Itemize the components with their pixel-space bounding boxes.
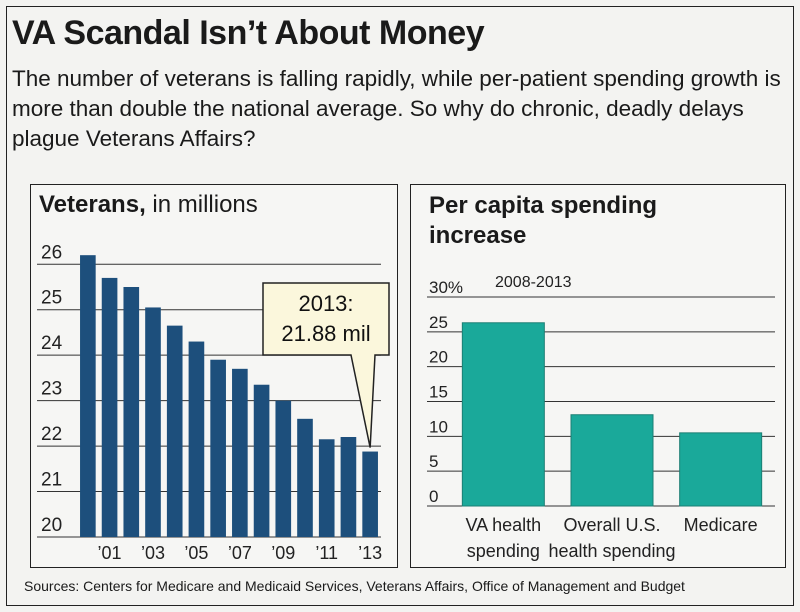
veterans-chart-title-bold: Veterans, [39,191,146,218]
spending-bar [461,322,545,507]
veterans-chart-title: Veterans, in millions [39,191,258,219]
spending-chart-title: Per capita spending increase [429,191,657,251]
veterans-bar [297,418,313,537]
y-tick-label: 24 [41,333,63,354]
veterans-bar [340,437,357,537]
x-tick-label: ’05 [184,543,208,563]
x-tick-label: ’01 [98,543,122,563]
x-category-label: health spending [548,541,675,561]
x-tick-label: ’13 [358,543,382,563]
veterans-bar [101,277,118,537]
x-category-label: Overall U.S. [563,515,660,535]
y-tick-label: 25 [429,313,448,332]
page-title: VA Scandal Isn’t About Money [12,14,485,52]
x-tick-label: ’11 [315,543,338,563]
veterans-chart-title-rest: in millions [145,191,258,218]
veterans-bar-chart: 20 21 22 23 24 25 26 ’01 ’03 ’05 ’07 ’09 ’11 ’13 2013:… [37,242,390,563]
callout-value: 21.88 mil [281,321,370,346]
veterans-bar [275,400,292,537]
x-category-label: Medicare [684,515,758,535]
veterans-bar [80,255,96,537]
veterans-bar [253,384,270,537]
veterans-bar [145,307,161,537]
spending-bar-chart: 2008-2013 0 5 10 15 20 25 30% VA health spending O… [427,274,775,561]
callout-year: 2013: [298,291,353,316]
veterans-bar [166,325,183,537]
y-tick-label: 23 [41,379,62,400]
x-tick-label: ’07 [228,543,252,563]
y-tick-label: 30% [429,278,463,297]
y-tick-label: 20 [429,348,448,367]
veterans-bar [362,451,378,537]
spending-chart-title-line2: increase [429,222,527,249]
spending-chart-panel: Per capita spending increase 2008-2013 0 5… [410,184,786,568]
veterans-chart-panel: Veterans, in millions 20 21 22 23 24 25 26 ’01 ’… [30,184,398,568]
spending-bar [570,414,654,507]
veterans-bar [123,287,140,537]
y-tick-label: 0 [429,487,438,506]
y-tick-label: 10 [429,417,448,436]
x-category-label: spending [467,541,540,561]
y-tick-label: 21 [41,470,62,491]
source-note: Sources: Centers for Medicare and Medica… [24,578,685,594]
y-tick-label: 25 [41,288,62,309]
y-tick-label: 26 [41,242,62,263]
x-category-label: VA health [465,515,541,535]
x-tick-label: ’09 [271,543,295,563]
callout-box [262,282,390,448]
x-tick-label: ’03 [141,543,165,563]
veterans-bar [188,341,205,537]
y-tick-label: 20 [41,515,62,536]
y-tick-label: 15 [429,383,448,402]
veterans-bar [210,359,226,537]
veterans-bar [318,439,335,537]
veterans-bar [232,368,248,537]
y-tick-label: 22 [41,424,62,445]
spending-chart-title-line1: Per capita spending [429,192,658,219]
page-subtitle: The number of veterans is falling rapidl… [12,66,781,151]
y-tick-label: 5 [429,452,438,471]
period-label: 2008-2013 [495,274,572,291]
spending-bar [679,432,763,507]
